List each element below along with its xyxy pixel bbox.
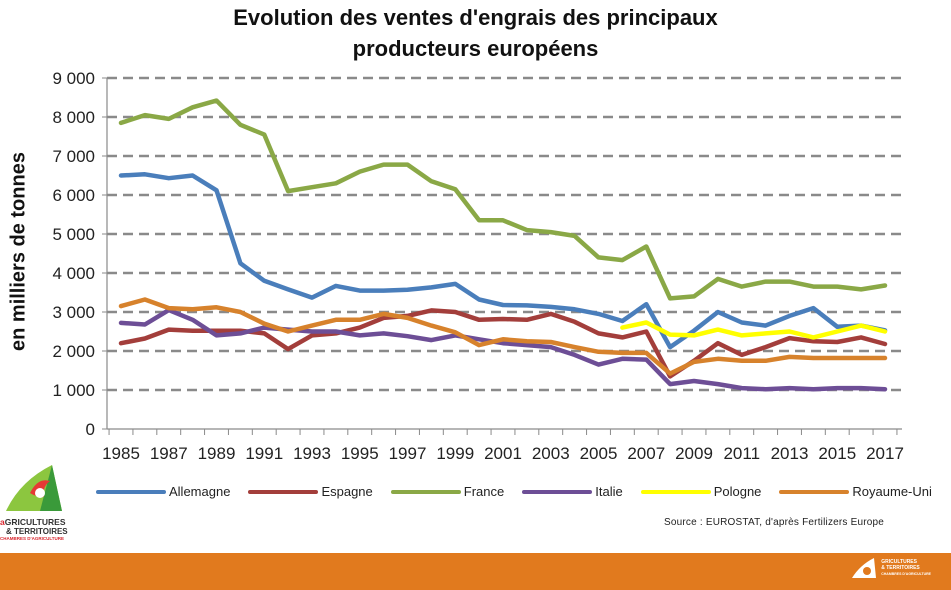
legend-swatch: [390, 489, 461, 494]
y-tick-label: 7 000: [52, 147, 95, 166]
x-tick-label: 2017: [866, 444, 904, 463]
legend-item-pologne: Pologne: [640, 484, 762, 499]
agricultures-territoires-logo: aGRICULTURES & TERRITOIRES CHAMBRES D'AG…: [0, 463, 82, 553]
legend-label: Allemagne: [169, 484, 231, 499]
legend-label: Italie: [595, 484, 623, 499]
x-tick-label: 1989: [198, 444, 236, 463]
y-tick-label: 2 000: [52, 342, 95, 361]
axes: [102, 77, 902, 435]
logo-text: aGRICULTURES & TERRITOIRES CHAMBRES D'AG…: [0, 517, 68, 542]
legend-swatch: [640, 489, 711, 494]
legend-item-italie: Italie: [522, 484, 623, 499]
x-tick-label: 1985: [102, 444, 140, 463]
logo-leaf-icon: [6, 465, 62, 511]
series-line-allemagne: [118, 172, 888, 350]
legend-label: Royaume-Uni: [852, 484, 932, 499]
y-tick-label: 1 000: [52, 381, 95, 400]
chart-title-line-1: Evolution des ventes d'engrais des princ…: [233, 5, 718, 30]
x-tick-label: 1991: [245, 444, 283, 463]
legend-item-allemagne: Allemagne: [96, 484, 230, 499]
footer-logo-leaf-icon: [852, 558, 877, 578]
x-tick-label: 2003: [532, 444, 570, 463]
y-tick-label: 8 000: [52, 108, 95, 127]
x-tick-label: 2013: [771, 444, 809, 463]
y-tick-label: 9 000: [52, 69, 95, 88]
y-tick-label: 0: [86, 420, 95, 439]
series-line-royaume-uni: [118, 297, 888, 376]
x-tick-label: 2011: [723, 444, 760, 463]
series-lines: [118, 98, 888, 392]
chart-title-line-2: producteurs européens: [352, 36, 599, 61]
legend-item-espagne: Espagne: [248, 484, 373, 499]
chart-title: Evolution des ventes d'engrais des princ…: [0, 2, 951, 64]
legend-label: Pologne: [713, 484, 762, 499]
series-line-france: [118, 98, 888, 301]
x-tick-label: 2005: [580, 444, 618, 463]
x-tick-label: 1995: [341, 444, 379, 463]
series-line-italie: [118, 307, 888, 392]
legend-item-france: France: [390, 484, 505, 499]
y-tick-label: 6 000: [52, 186, 95, 205]
x-tick-label: 2007: [627, 444, 665, 463]
x-tick-label: 2015: [818, 444, 856, 463]
series-line-pologne: [620, 320, 888, 340]
x-tick-labels: 1985 1987 1989 1991 1993 1995 1997 1999 2001 2003…: [102, 444, 904, 463]
legend-item-royaume-uni: Royaume-Uni: [779, 484, 932, 499]
y-tick-labels: 0 1 000 2 000 3 000 4 000 5 000 6 000 7 000 8 00…: [52, 69, 95, 439]
footer-bar: GRICULTURES & TERRITOIRES CHAMBRES D'AGR…: [0, 553, 951, 590]
x-tick-label: 1993: [293, 444, 331, 463]
source-note: Source : EUROSTAT, d'après Fertilizers E…: [664, 517, 885, 528]
y-tick-label: 5 000: [52, 225, 95, 244]
x-tick-label: 1999: [436, 444, 474, 463]
x-tick-label: 2009: [675, 444, 713, 463]
y-tick-label: 4 000: [52, 264, 95, 283]
legend: Allemagne Espagne France Italie Pologne Royau…: [96, 484, 950, 499]
x-tick-label: 2001: [484, 444, 522, 463]
legend-swatch: [522, 489, 593, 494]
line-chart: 0 1 000 2 000 3 000 4 000 5 000 6 000 7 000 8 00…: [52, 69, 904, 463]
legend-swatch: [96, 489, 166, 494]
y-axis-label: en milliers de tonnes: [7, 152, 30, 351]
legend-label: France: [463, 484, 505, 499]
legend-label: Espagne: [321, 484, 373, 499]
x-tick-label: 1987: [150, 444, 188, 463]
y-tick-label: 3 000: [52, 303, 95, 322]
x-tick-label: 1997: [389, 444, 427, 463]
legend-swatch: [779, 489, 850, 494]
footer-logo: GRICULTURES & TERRITOIRES CHAMBRES D'AGR…: [850, 557, 931, 579]
legend-swatch: [248, 489, 319, 494]
